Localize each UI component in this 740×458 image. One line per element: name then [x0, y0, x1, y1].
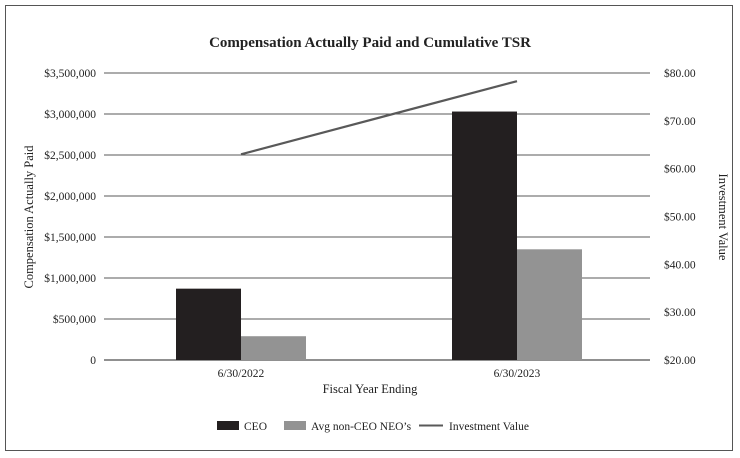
- bar-ceo: [452, 111, 517, 360]
- x-tick-label: 6/30/2022: [218, 368, 265, 380]
- left-tick-label: $1,500,000: [44, 231, 96, 244]
- legend-label-ceo: CEO: [244, 421, 267, 433]
- left-tick-label: $2,500,000: [44, 149, 96, 162]
- left-axis-ticks: 0 $500,000 $1,000,000 $1,500,000 $2,000,000 $…: [44, 67, 96, 367]
- left-tick-label: $3,000,000: [44, 108, 96, 121]
- legend: CEO Avg non-CEO NEO’s Investment Value: [217, 421, 529, 433]
- legend-swatch-ceo: [217, 421, 239, 430]
- left-tick-label: 0: [90, 355, 96, 367]
- x-tick-label: 6/30/2023: [494, 368, 541, 380]
- chart-frame: [5, 5, 733, 451]
- left-tick-label: $2,000,000: [44, 190, 96, 203]
- legend-label-investment-value: Investment Value: [449, 421, 529, 433]
- bar-avg-non-ceo-neo-s: [517, 249, 582, 360]
- investment-value-line: [240, 80, 518, 156]
- legend-swatch-avg-neo: [284, 421, 306, 430]
- right-tick-label: $30.00: [664, 306, 696, 319]
- left-tick-label: $1,000,000: [44, 272, 96, 285]
- right-tick-label: $80.00: [664, 67, 696, 80]
- x-axis-ticks: 6/30/2022 6/30/2023: [218, 368, 541, 380]
- y2-axis-label: Investment Value: [716, 174, 730, 261]
- chart-title: Compensation Actually Paid and Cumulativ…: [209, 35, 531, 51]
- bars: [176, 111, 582, 360]
- right-tick-label: $40.00: [664, 258, 696, 271]
- right-tick-label: $60.00: [664, 163, 696, 176]
- bar-avg-non-ceo-neo-s: [241, 336, 306, 360]
- legend-label-avg-neo: Avg non-CEO NEO’s: [311, 421, 412, 433]
- y-axis-label: Compensation Actually Paid: [22, 145, 36, 289]
- right-tick-label: $70.00: [664, 115, 696, 128]
- right-tick-label: $50.00: [664, 211, 696, 224]
- bar-ceo: [176, 288, 241, 360]
- line-series: [240, 80, 518, 156]
- left-tick-label: $500,000: [53, 313, 96, 326]
- x-axis-label: Fiscal Year Ending: [323, 382, 419, 396]
- right-tick-label: $20.00: [664, 354, 696, 367]
- right-axis-ticks: $20.00 $30.00 $40.00 $50.00 $60.00 $70.00 $80.…: [664, 67, 696, 367]
- left-tick-label: $3,500,000: [44, 67, 96, 80]
